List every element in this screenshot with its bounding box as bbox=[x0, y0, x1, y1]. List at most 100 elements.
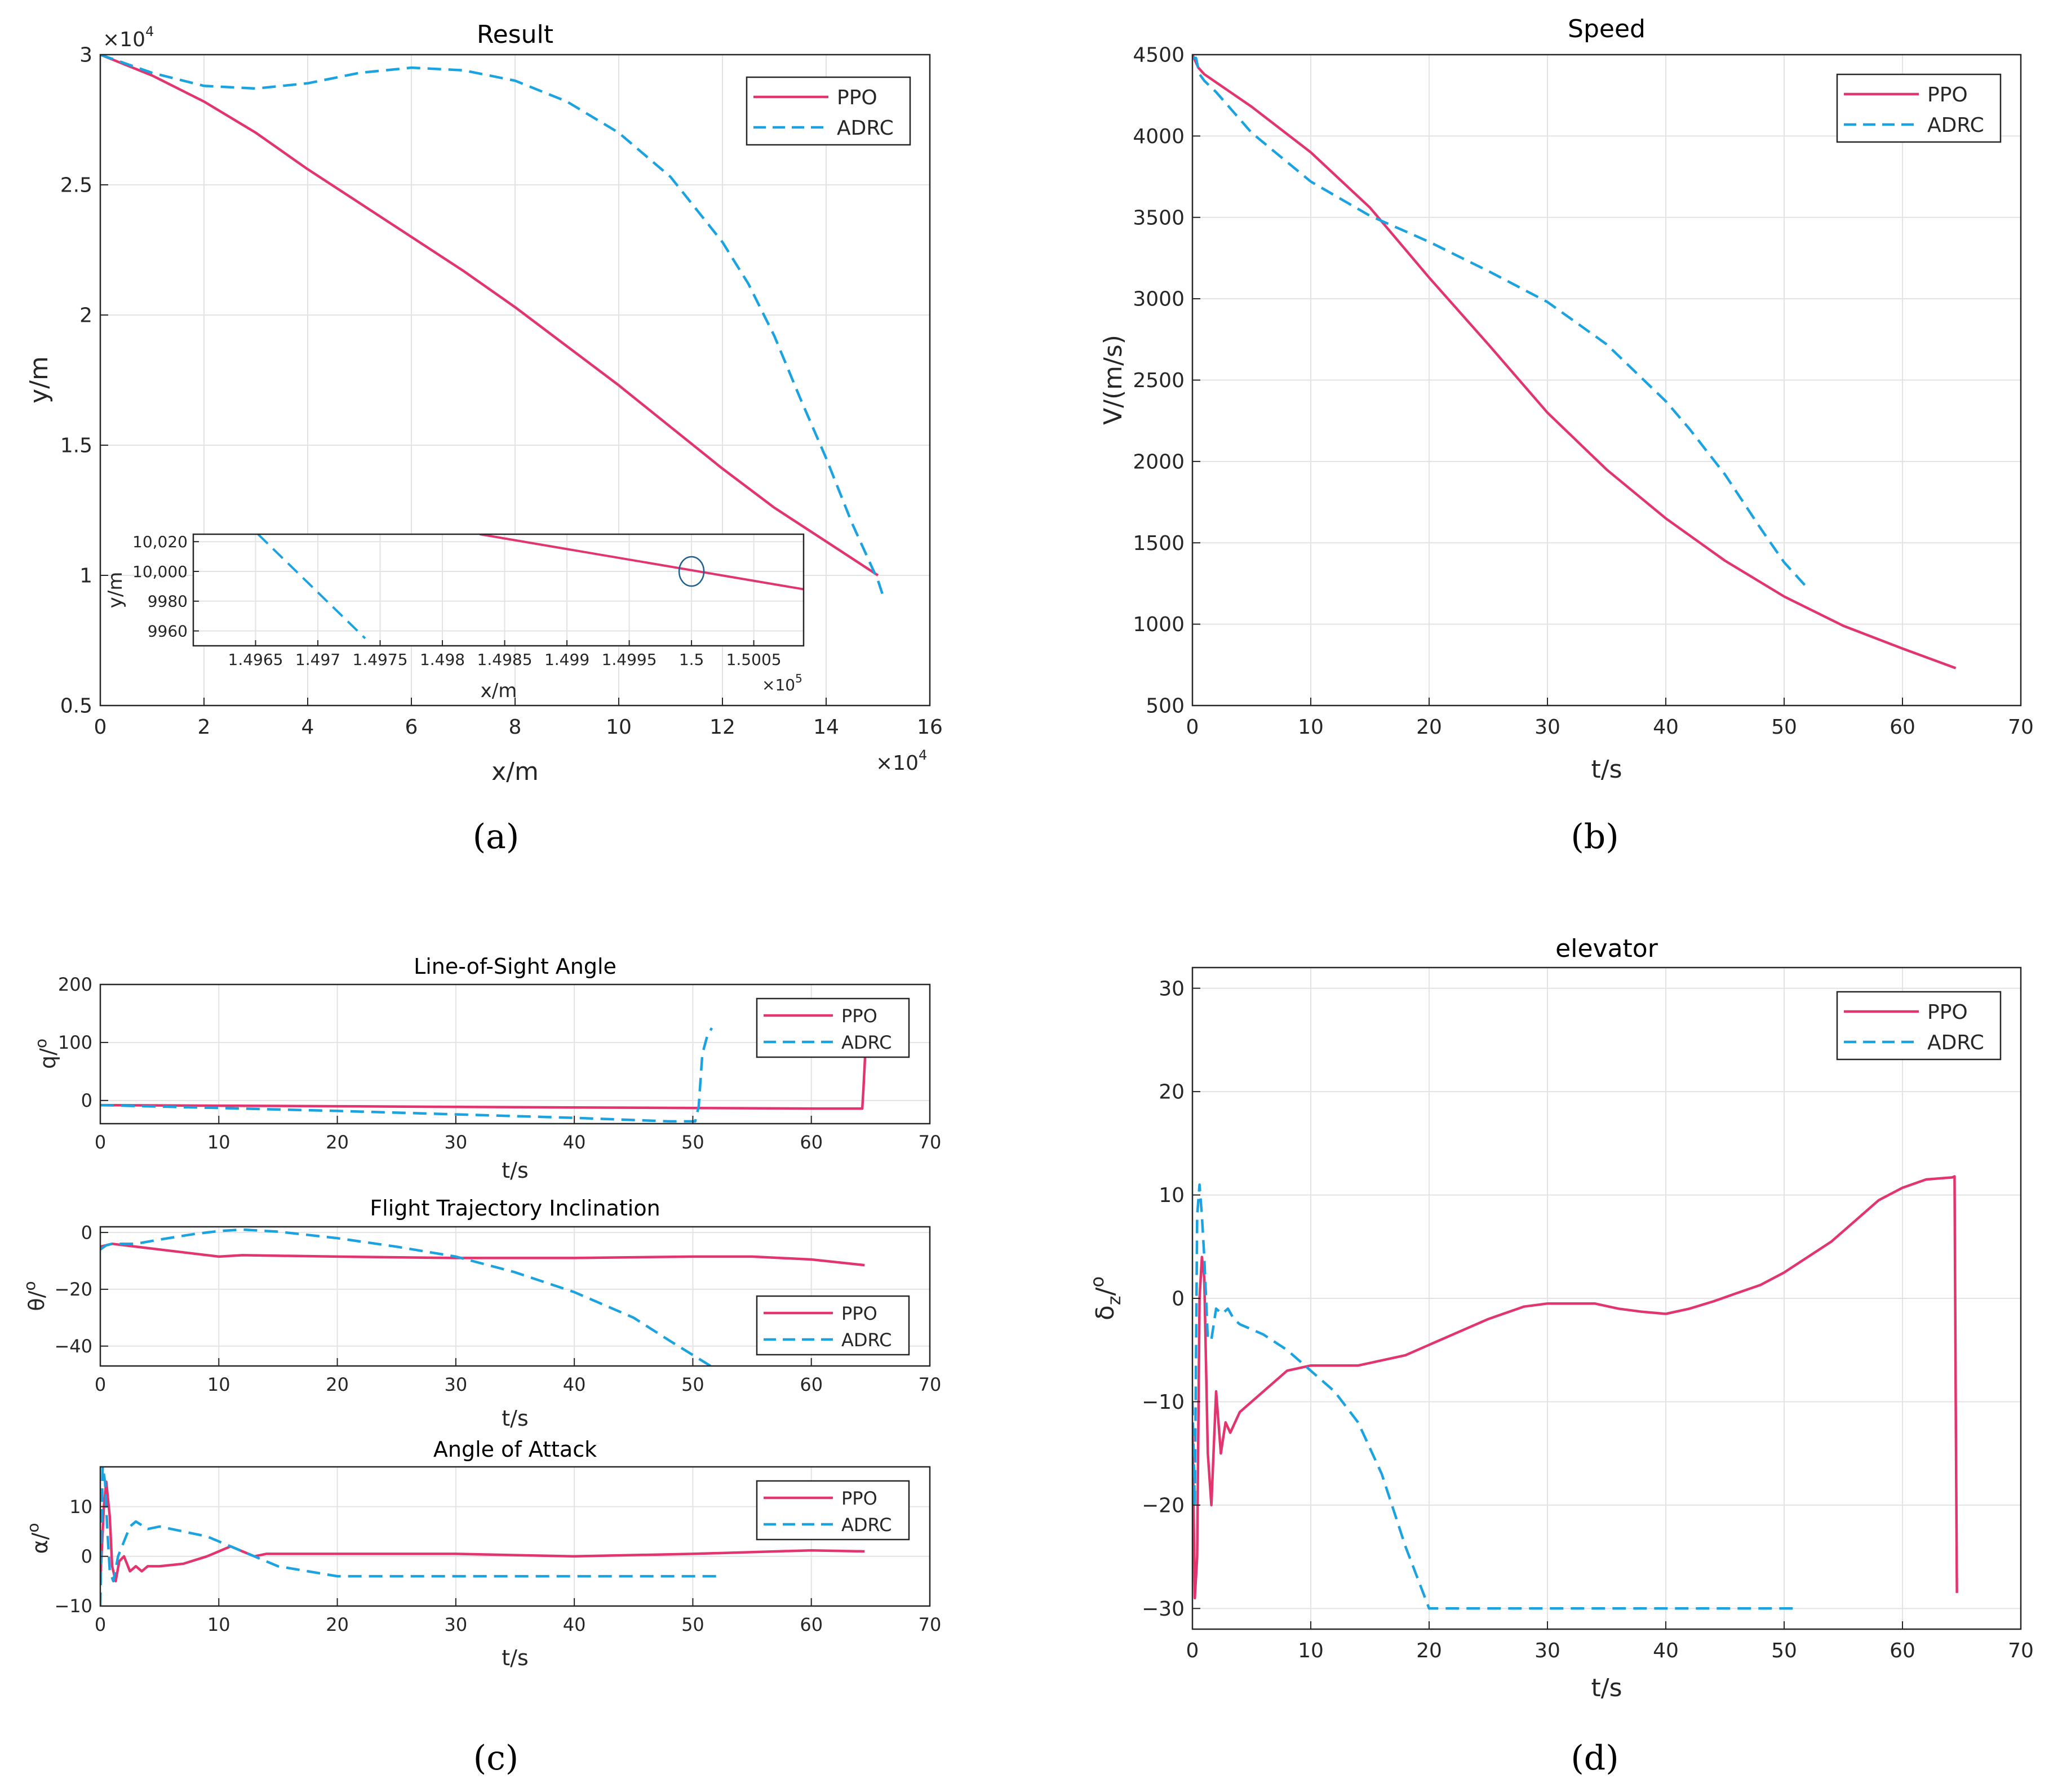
y-tick-label: 9980 bbox=[148, 592, 188, 611]
y-tick-label: 20 bbox=[1159, 1081, 1185, 1104]
x-tick-label: 60 bbox=[800, 1614, 823, 1635]
y-tick-label: 0 bbox=[1172, 1288, 1185, 1311]
x-tick-label: 10 bbox=[1298, 1639, 1324, 1662]
legend: PPO ADRC bbox=[756, 1480, 910, 1541]
y-tick-label: −30 bbox=[1142, 1598, 1185, 1621]
y-axis-label: α/o bbox=[24, 1523, 52, 1554]
legend: PPO ADRC bbox=[746, 76, 911, 146]
y-axis-label: V/(m/s) bbox=[1099, 335, 1128, 425]
y-tick-label: 0 bbox=[81, 1222, 92, 1243]
y-tick-label: 0 bbox=[81, 1090, 92, 1111]
y-tick-label: 200 bbox=[58, 974, 92, 995]
chart-title: Result bbox=[477, 20, 553, 49]
legend: PPO ADRC bbox=[1836, 73, 2002, 143]
series-ppo bbox=[100, 55, 879, 576]
y-tick-label: 1000 bbox=[1133, 613, 1185, 636]
legend-adrc-label: ADRC bbox=[837, 117, 894, 140]
x-tick-label: 1.5 bbox=[679, 650, 704, 669]
legend-ppo-label: PPO bbox=[837, 86, 877, 109]
legend-ppo-label: PPO bbox=[1927, 1001, 1968, 1024]
result-chart: Result 0 2 4 6 8 10 12 14 16 0.5 1 1.5 2 2.5 3 x/m y/m… bbox=[25, 20, 943, 786]
x-tick-label: 30 bbox=[444, 1374, 467, 1395]
y-tick-label: 10 bbox=[69, 1496, 92, 1518]
x-exponent: ×104 bbox=[876, 747, 927, 775]
x-tick-label: 10 bbox=[1298, 716, 1324, 739]
x-tick-label: 1.5005 bbox=[726, 650, 782, 669]
flight-trajectory-inclination-chart: Flight Trajectory Inclination 0 10 20 30 40 5… bbox=[20, 1196, 941, 1431]
inset-chart: 1.4965 1.497 1.4975 1.498 1.4985 1.499 1.4995 1… bbox=[104, 533, 805, 702]
legend-box bbox=[746, 76, 911, 146]
x-tick-label: 1.497 bbox=[295, 650, 340, 669]
y-tick-label: 3 bbox=[79, 44, 92, 67]
legend: PPO ADRC bbox=[1836, 991, 2002, 1061]
y-tick-label: 2 bbox=[79, 304, 92, 327]
x-tick-label: 16 bbox=[917, 716, 943, 739]
x-axis-label: t/s bbox=[1591, 1674, 1622, 1702]
x-tick-label: 10 bbox=[606, 716, 632, 739]
x-tick-label: 60 bbox=[1890, 1639, 1915, 1662]
inset-background bbox=[193, 534, 804, 646]
legend-adrc-label: ADRC bbox=[841, 1329, 892, 1351]
y-tick-label: 2500 bbox=[1133, 369, 1185, 392]
x-tick-label: 0 bbox=[94, 716, 107, 739]
x-tick-label: 14 bbox=[813, 716, 839, 739]
x-tick-label: 20 bbox=[326, 1374, 349, 1395]
x-axis-label: t/s bbox=[502, 1645, 529, 1670]
series-adrc bbox=[100, 1467, 717, 1606]
x-tick-label: 20 bbox=[326, 1132, 349, 1153]
x-tick-label: 0 bbox=[95, 1614, 106, 1635]
legend-box bbox=[1836, 73, 2002, 143]
x-tick-label: 1.4965 bbox=[228, 650, 283, 669]
legend-ppo-label: PPO bbox=[841, 1005, 877, 1027]
x-tick-label: 1.499 bbox=[544, 650, 589, 669]
x-tick-label: 40 bbox=[1653, 716, 1679, 739]
chart-title: Line-of-Sight Angle bbox=[414, 954, 617, 979]
y-tick-label: −20 bbox=[1142, 1494, 1185, 1517]
x-tick-label: 60 bbox=[800, 1132, 823, 1153]
legend-ppo-label: PPO bbox=[841, 1488, 877, 1509]
x-tick-label: 0 bbox=[95, 1132, 106, 1153]
y-tick-label: −10 bbox=[1142, 1391, 1185, 1414]
x-tick-label: 10 bbox=[207, 1374, 230, 1395]
x-tick-label: 50 bbox=[1771, 716, 1797, 739]
series-ppo bbox=[1192, 55, 1957, 669]
series-adrc bbox=[100, 1228, 712, 1366]
x-tick-label: 50 bbox=[1771, 1639, 1797, 1662]
y-tick-label: −40 bbox=[54, 1336, 92, 1357]
x-tick-label: 30 bbox=[444, 1132, 467, 1153]
x-tick-label: 50 bbox=[681, 1614, 704, 1635]
inset-x-exponent: ×105 bbox=[762, 672, 802, 694]
chart-title: Angle of Attack bbox=[433, 1437, 597, 1462]
y-tick-label: 2000 bbox=[1133, 450, 1185, 473]
series-ppo bbox=[100, 1480, 865, 1583]
y-tick-label: 10,020 bbox=[132, 533, 188, 551]
x-tick-label: 70 bbox=[919, 1374, 942, 1395]
y-axis-label: θ/o bbox=[20, 1281, 49, 1311]
y-tick-label: 4000 bbox=[1133, 125, 1185, 148]
legend-adrc-label: ADRC bbox=[1927, 114, 1984, 137]
y-tick-label: 3500 bbox=[1133, 206, 1185, 229]
y-tick-label: 500 bbox=[1146, 695, 1185, 718]
x-tick-label: 4 bbox=[301, 716, 314, 739]
x-tick-label: 20 bbox=[1416, 1639, 1442, 1662]
x-tick-label: 0 bbox=[95, 1374, 106, 1395]
x-tick-label: 40 bbox=[563, 1614, 586, 1635]
x-tick-label: 50 bbox=[681, 1132, 704, 1153]
y-tick-label: −10 bbox=[54, 1595, 92, 1617]
x-tick-label: 60 bbox=[1890, 716, 1915, 739]
series-adrc bbox=[1192, 1183, 1796, 1610]
series-adrc bbox=[257, 534, 366, 640]
x-tick-label: 0 bbox=[1186, 1639, 1199, 1662]
inset-frame bbox=[192, 533, 805, 647]
x-tick-label: 60 bbox=[800, 1374, 823, 1395]
x-axis-label: t/s bbox=[502, 1158, 529, 1183]
chart-title: Speed bbox=[1568, 15, 1646, 43]
x-tick-label: 70 bbox=[919, 1132, 942, 1153]
legend-box bbox=[1836, 991, 2002, 1061]
x-tick-label: 1.4995 bbox=[602, 650, 657, 669]
y-tick-label: 0.5 bbox=[60, 695, 92, 718]
x-tick-label: 1.498 bbox=[420, 650, 465, 669]
x-tick-label: 10 bbox=[207, 1132, 230, 1153]
y-tick-label: 4500 bbox=[1133, 44, 1185, 67]
y-tick-label: −20 bbox=[54, 1279, 92, 1300]
